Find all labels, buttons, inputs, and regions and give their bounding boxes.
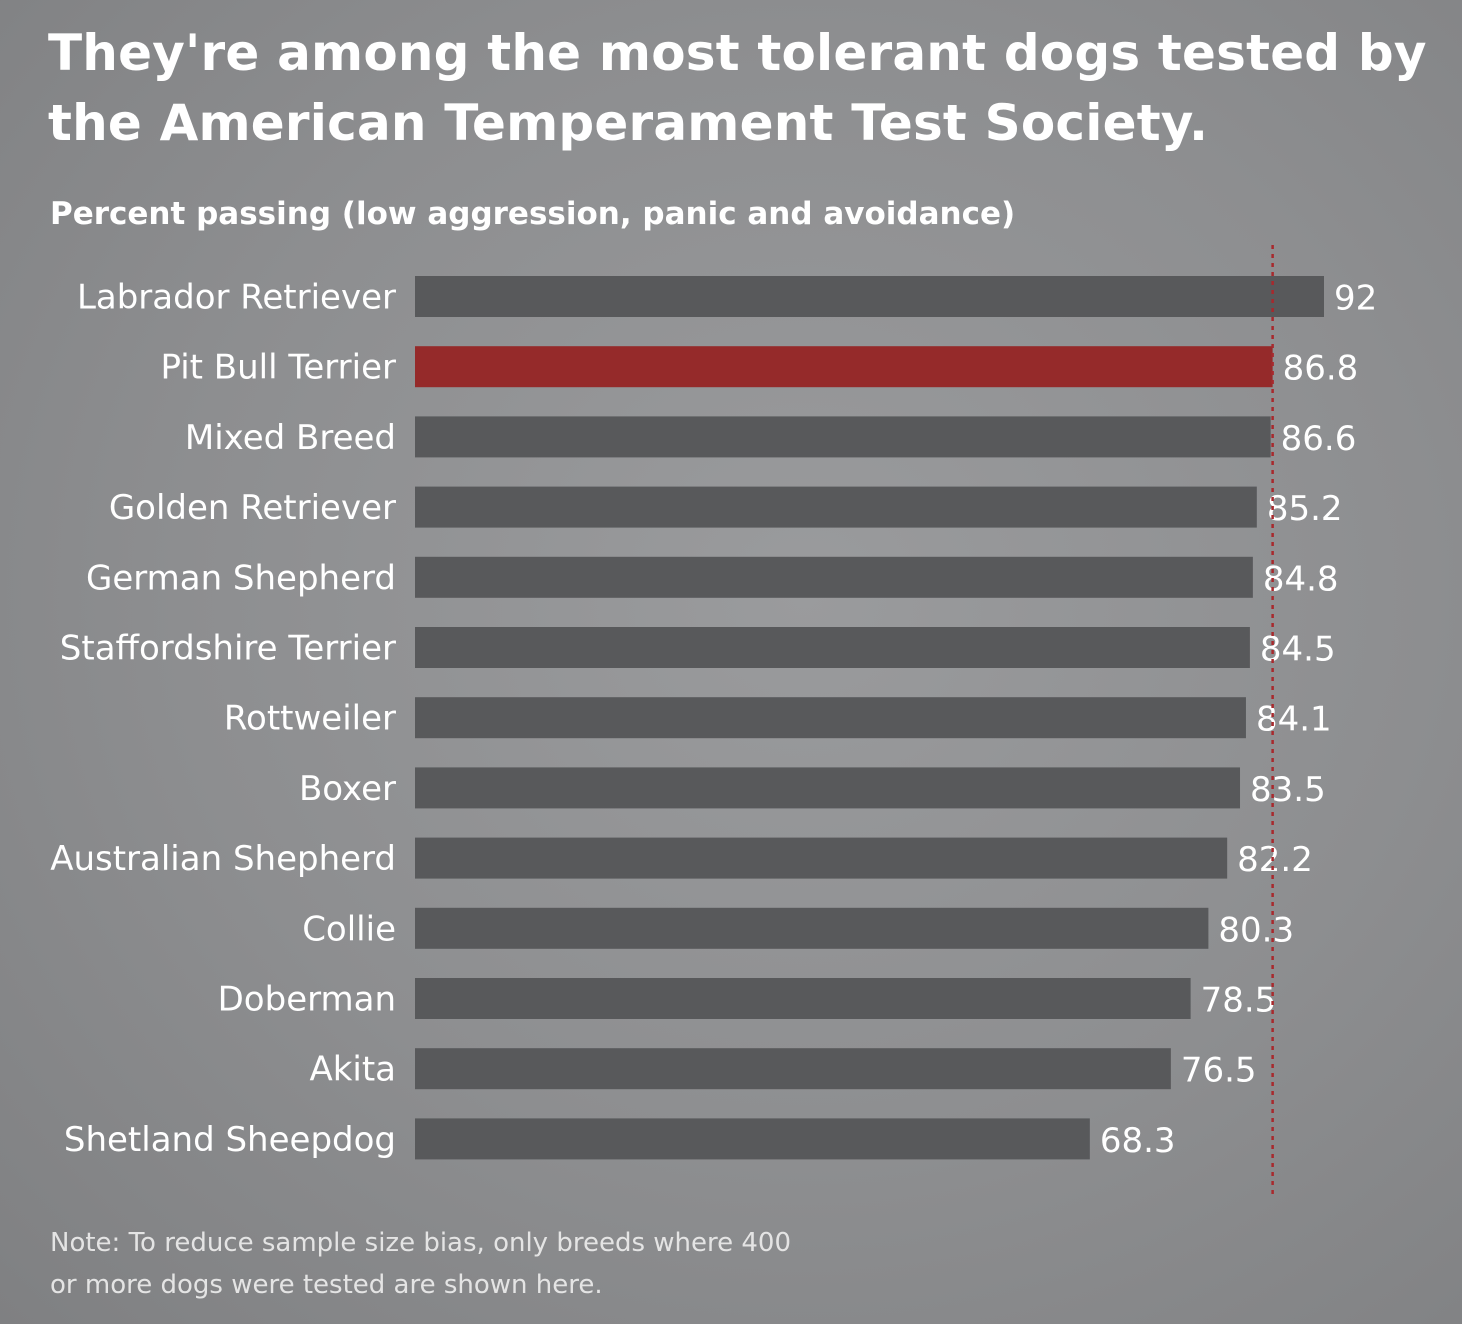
value-label: 82.2 bbox=[1237, 840, 1313, 880]
value-label: 92 bbox=[1334, 279, 1377, 319]
bar bbox=[415, 276, 1324, 317]
footnote-line-2: or more dogs were tested are shown here. bbox=[50, 1270, 603, 1300]
bar bbox=[415, 767, 1241, 809]
bar bbox=[415, 627, 1250, 668]
value-label: 80.3 bbox=[1218, 910, 1294, 950]
value-label: 86.6 bbox=[1281, 419, 1357, 459]
category-label: Collie bbox=[302, 909, 396, 949]
category-label: Doberman bbox=[218, 980, 396, 1020]
bar bbox=[415, 837, 1228, 879]
bar bbox=[415, 907, 1209, 949]
bar bbox=[415, 416, 1271, 458]
value-label: 83.5 bbox=[1250, 770, 1326, 810]
bar bbox=[415, 1118, 1090, 1160]
category-label: Mixed Breed bbox=[185, 418, 396, 458]
category-label: German Shepherd bbox=[86, 558, 396, 598]
category-label: Australian Shepherd bbox=[50, 839, 396, 879]
value-label: 76.5 bbox=[1181, 1051, 1257, 1091]
value-label: 84.8 bbox=[1263, 559, 1339, 599]
bar bbox=[415, 346, 1273, 388]
footnote-line-1: Note: To reduce sample size bias, only b… bbox=[50, 1228, 791, 1258]
bar bbox=[415, 486, 1257, 528]
category-label: Shetland Sheepdog bbox=[64, 1120, 396, 1160]
category-label: Akita bbox=[309, 1050, 396, 1090]
footnote: Note: To reduce sample size bias, only b… bbox=[50, 1222, 1050, 1306]
bar bbox=[415, 697, 1246, 739]
category-label: Rottweiler bbox=[224, 699, 396, 739]
value-label: 84.1 bbox=[1256, 700, 1332, 740]
category-label: Pit Bull Terrier bbox=[160, 348, 396, 388]
bar bbox=[415, 1048, 1171, 1090]
bar bbox=[415, 978, 1191, 1019]
chart-title: They're among the most tolerant dogs tes… bbox=[48, 24, 1427, 152]
category-label: Labrador Retriever bbox=[77, 278, 396, 318]
value-label: 68.3 bbox=[1100, 1121, 1176, 1161]
bar bbox=[415, 556, 1253, 598]
category-label: Boxer bbox=[299, 769, 396, 809]
value-label: 85.2 bbox=[1267, 489, 1343, 529]
category-label: Staffordshire Terrier bbox=[60, 629, 396, 669]
chart-subtitle: Percent passing (low aggression, panic a… bbox=[50, 196, 1016, 232]
value-label: 78.5 bbox=[1201, 981, 1277, 1021]
value-label: 86.8 bbox=[1283, 349, 1359, 389]
value-label: 84.5 bbox=[1260, 630, 1336, 670]
category-label: Golden Retriever bbox=[109, 488, 396, 528]
